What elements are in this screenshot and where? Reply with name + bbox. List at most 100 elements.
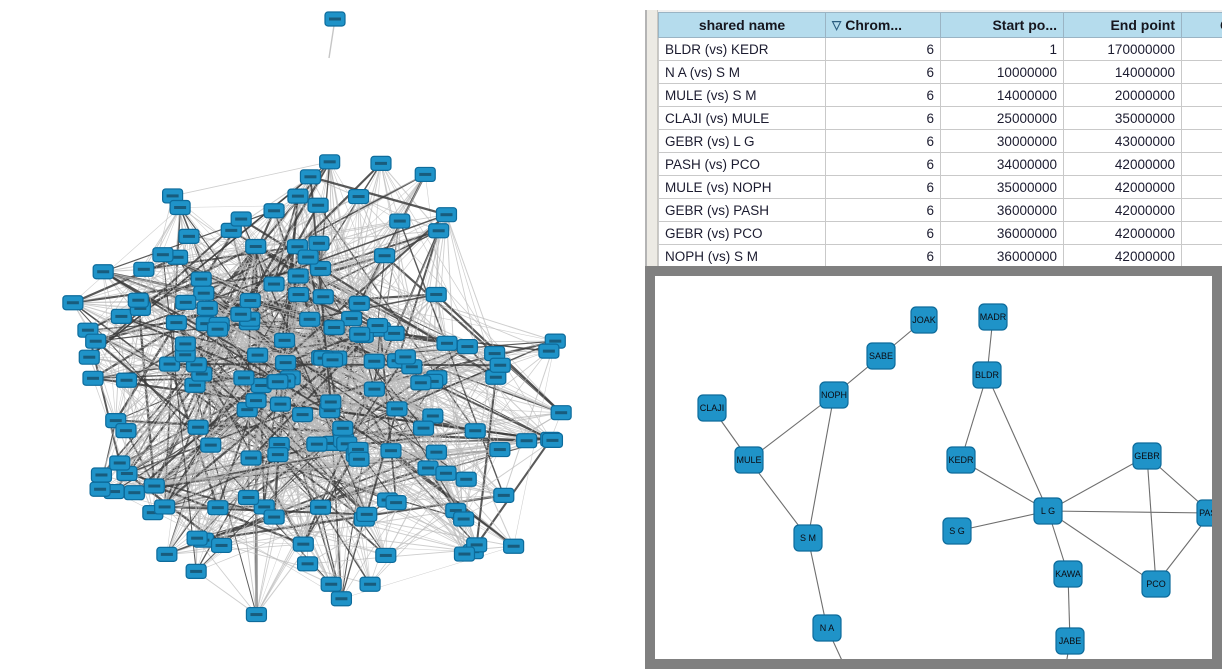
table-row[interactable]: CLAJI (vs) MULE625000000350000005.9 <box>658 106 1222 130</box>
network-node[interactable] <box>85 333 107 349</box>
network-node[interactable] <box>375 547 397 564</box>
network-edge[interactable] <box>297 246 342 599</box>
subnetwork-node[interactable]: L G <box>1033 497 1063 525</box>
network-edge[interactable] <box>126 328 218 381</box>
network-node[interactable] <box>330 591 353 607</box>
network-edge[interactable] <box>377 255 386 326</box>
network-edge[interactable] <box>207 204 319 309</box>
subnetwork-edge[interactable] <box>1146 455 1157 585</box>
network-node[interactable] <box>425 444 447 460</box>
network-edge[interactable] <box>72 256 179 304</box>
network-node[interactable] <box>158 356 181 372</box>
network-node[interactable] <box>456 338 478 355</box>
network-node[interactable] <box>385 495 407 511</box>
network-edge[interactable] <box>125 308 141 431</box>
subnetwork-node[interactable]: KAWA <box>1053 560 1083 588</box>
network-node[interactable] <box>175 294 197 310</box>
network-node[interactable] <box>237 489 260 506</box>
network-node[interactable] <box>154 499 176 515</box>
network-edge[interactable] <box>152 377 291 513</box>
network-node[interactable] <box>417 460 439 476</box>
network-node[interactable] <box>275 355 297 371</box>
network-node[interactable] <box>366 317 389 334</box>
subnetwork-edge[interactable] <box>807 537 828 629</box>
network-node[interactable] <box>267 374 289 390</box>
network-node[interactable] <box>162 188 184 204</box>
network-node[interactable] <box>319 154 341 170</box>
network-node[interactable] <box>453 546 476 562</box>
network-node[interactable] <box>110 308 132 325</box>
subnetwork-node[interactable]: JABE <box>1055 627 1085 655</box>
network-node[interactable] <box>308 235 330 251</box>
network-edge[interactable] <box>184 354 368 515</box>
network-node[interactable] <box>309 499 332 515</box>
network-edge[interactable] <box>273 195 299 285</box>
network-node[interactable] <box>239 292 261 309</box>
network-node[interactable] <box>190 271 212 287</box>
network-edge[interactable] <box>351 318 360 460</box>
network-node[interactable] <box>245 238 267 255</box>
network-node[interactable] <box>109 455 131 471</box>
network-node[interactable] <box>349 326 371 342</box>
network-node[interactable] <box>174 336 196 352</box>
network-edge[interactable] <box>373 361 392 451</box>
network-node[interactable] <box>453 511 475 527</box>
network-edge[interactable] <box>143 230 232 270</box>
network-node[interactable] <box>489 357 511 373</box>
network-node[interactable] <box>394 349 416 365</box>
network-edge[interactable] <box>499 412 562 451</box>
network-edge[interactable] <box>172 161 330 197</box>
network-node[interactable] <box>320 576 342 592</box>
network-edge[interactable] <box>274 513 367 518</box>
network-edge[interactable] <box>102 271 117 421</box>
network-edge[interactable] <box>297 195 553 441</box>
network-node[interactable] <box>169 199 191 216</box>
network-edge[interactable] <box>89 294 437 358</box>
subnetwork-node[interactable]: PCO <box>1141 570 1171 598</box>
subnetwork-node[interactable]: S M <box>793 524 823 552</box>
subnetwork-node[interactable]: MADR <box>978 303 1008 331</box>
network-edge[interactable] <box>210 176 311 446</box>
network-edge[interactable] <box>320 174 426 269</box>
network-node[interactable] <box>348 451 370 467</box>
subnetwork-edge[interactable] <box>1047 510 1157 585</box>
network-node[interactable] <box>291 407 314 423</box>
subnetwork-node[interactable]: PASH <box>1196 499 1212 527</box>
network-edge[interactable] <box>435 294 448 344</box>
network-edge[interactable] <box>380 163 440 232</box>
network-edge[interactable] <box>463 365 501 520</box>
network-node[interactable] <box>196 300 218 316</box>
network-edge[interactable] <box>72 302 514 547</box>
network-edge[interactable] <box>72 207 181 303</box>
network-node[interactable] <box>78 349 100 365</box>
network-node[interactable] <box>267 447 289 463</box>
network-node[interactable] <box>348 295 370 311</box>
network-node[interactable] <box>324 11 346 27</box>
network-node[interactable] <box>323 319 345 336</box>
subnetwork-node[interactable]: SABE <box>866 342 896 370</box>
network-node[interactable] <box>165 314 187 331</box>
subnetwork-node[interactable]: GEBR <box>1132 442 1162 470</box>
network-edge[interactable] <box>180 204 319 208</box>
network-node[interactable] <box>115 423 137 439</box>
subnetwork-node[interactable]: S G <box>942 517 972 545</box>
network-edge[interactable] <box>463 449 501 520</box>
network-edge[interactable] <box>188 235 256 247</box>
network-node[interactable] <box>306 436 328 452</box>
network-node[interactable] <box>178 228 200 244</box>
network-edge[interactable] <box>87 322 177 331</box>
network-edge[interactable] <box>318 243 437 453</box>
network-node[interactable] <box>436 335 458 351</box>
network-node[interactable] <box>503 538 525 554</box>
network-node[interactable] <box>386 401 408 417</box>
column-header-start-point[interactable]: Start po... <box>940 12 1064 38</box>
network-node[interactable] <box>412 420 435 436</box>
subnetwork-edge[interactable] <box>960 374 988 461</box>
table-row[interactable]: NOPH (vs) S M636000000420000009.9 <box>658 244 1222 266</box>
network-node[interactable] <box>389 213 411 229</box>
network-node[interactable] <box>359 576 381 592</box>
network-node[interactable] <box>62 295 84 311</box>
network-node[interactable] <box>193 285 215 301</box>
network-node[interactable] <box>123 485 145 501</box>
